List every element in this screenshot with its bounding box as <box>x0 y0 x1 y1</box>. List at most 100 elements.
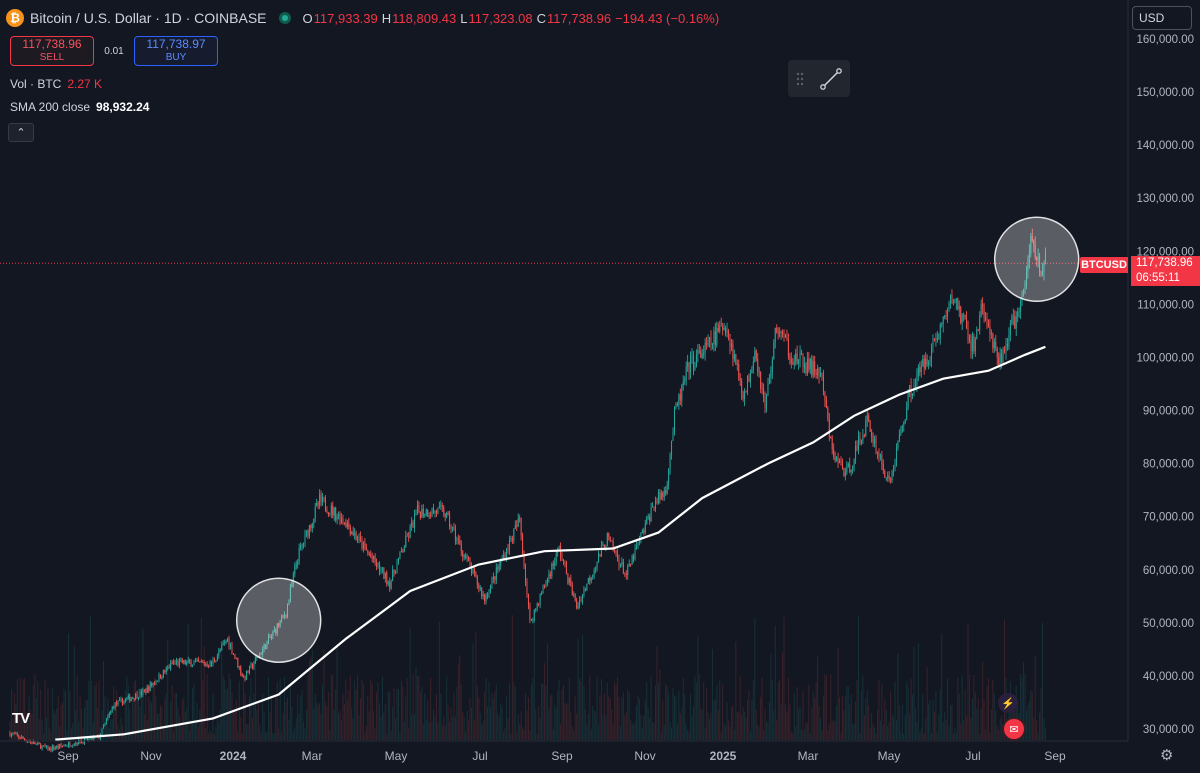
candle-body <box>332 505 334 516</box>
drag-handle-icon[interactable] <box>795 70 805 88</box>
candle-body <box>155 681 157 684</box>
candle-body <box>907 392 909 407</box>
volume-bar <box>656 646 658 740</box>
candle-body <box>760 371 762 389</box>
volume-bar <box>786 711 788 740</box>
volume-legend[interactable]: Vol · BTC 2.27 K <box>10 77 102 91</box>
highlight-circles <box>235 216 1080 663</box>
ai-spark-icon[interactable]: ⚡ <box>998 693 1018 713</box>
candle-body <box>925 359 927 369</box>
candle-body <box>961 314 963 324</box>
candle-body <box>227 637 229 642</box>
candle-body <box>514 525 516 529</box>
volume-bar <box>422 724 424 740</box>
candle-body <box>164 670 166 672</box>
candle-body <box>869 421 871 432</box>
time-axis[interactable]: Sep Nov 2024 Mar May Jul Sep Nov 2025 Mar May Jul Se… <box>57 749 1066 763</box>
candle-body <box>132 697 134 699</box>
candle-body <box>725 328 727 333</box>
candle-body <box>919 367 921 372</box>
volume-bar <box>487 707 489 740</box>
volume-bar <box>852 724 854 740</box>
volume-bar <box>241 733 243 740</box>
candle-body <box>395 572 397 574</box>
candle-body <box>652 506 654 508</box>
candle-body <box>688 362 690 373</box>
candle-body <box>273 629 275 632</box>
trend-line-tool-icon[interactable] <box>819 67 843 91</box>
symbol-title[interactable]: Bitcoin / U.S. Dollar · 1D · COINBASE <box>30 10 267 26</box>
settings-gear-icon[interactable]: ⚙ <box>1160 747 1174 764</box>
candle-body <box>736 364 738 365</box>
sell-button[interactable]: 117,738.96 SELL <box>10 36 94 66</box>
candle-body <box>300 546 302 548</box>
volume-bar <box>286 697 288 740</box>
volume-bar <box>279 678 281 740</box>
volume-bar <box>504 727 506 740</box>
volume-bar <box>79 695 81 740</box>
candle-body <box>982 304 984 307</box>
volume-bar <box>47 687 49 740</box>
volume-bar <box>907 687 909 740</box>
candle-body <box>1030 236 1032 254</box>
drawing-toolbar[interactable] <box>788 60 850 97</box>
volume-bar <box>555 708 557 740</box>
sma-legend[interactable]: SMA 200 close 98,932.24 <box>10 100 149 114</box>
volume-bar <box>773 710 775 740</box>
collapse-chevron-icon[interactable]: ⌃ <box>8 123 34 142</box>
tradingview-logo-icon[interactable]: TV <box>12 710 30 727</box>
candle-body <box>716 327 718 345</box>
candle-body <box>430 515 432 517</box>
candle-body <box>660 492 662 500</box>
candle-body <box>592 574 594 578</box>
volume-bar <box>405 696 407 740</box>
candle-body <box>657 492 659 504</box>
currency-selector[interactable]: USD <box>1132 6 1192 30</box>
volume-bar <box>933 711 935 740</box>
market-open-icon[interactable] <box>278 12 291 24</box>
candle-body <box>88 738 90 741</box>
volume-bar <box>755 709 757 740</box>
volume-bar <box>875 733 877 740</box>
candle-body <box>22 736 24 739</box>
volume-bar <box>685 723 687 740</box>
flag-us-icon[interactable]: ✉ <box>1002 717 1026 741</box>
volume-bar <box>602 714 604 740</box>
volume-bar <box>514 686 516 740</box>
candle-body <box>28 741 30 743</box>
candle-body <box>1033 240 1035 245</box>
volume-bar <box>688 731 690 740</box>
candle-body <box>460 543 462 552</box>
volume-bar <box>614 682 616 740</box>
candle-body <box>763 388 765 397</box>
buy-button[interactable]: 117,738.97 BUY <box>134 36 218 66</box>
candle-body <box>511 537 513 541</box>
volume-bar <box>1004 619 1006 740</box>
high-value: 118,809.43 <box>392 10 457 26</box>
candle-body <box>361 539 363 549</box>
candle-body <box>720 325 722 327</box>
candle-body <box>777 332 779 333</box>
candle-body <box>433 508 435 513</box>
volume-bar <box>628 692 630 740</box>
candle-body <box>583 588 585 595</box>
y-tick-label: 70,000.00 <box>1143 512 1194 524</box>
volume-bar <box>558 679 560 740</box>
volume-bar <box>780 704 782 740</box>
price-axis[interactable]: 160,000.00 150,000.00 140,000.00 130,000.00… <box>1136 34 1194 736</box>
candle-body <box>284 615 286 617</box>
candle-body <box>906 406 908 420</box>
candle-body <box>964 314 966 320</box>
candle-body <box>56 745 58 748</box>
candle-body <box>171 662 173 664</box>
volume-bar <box>694 676 696 740</box>
volume-bar <box>276 681 278 740</box>
volume-bar <box>15 703 17 740</box>
volume-bar <box>301 690 303 740</box>
candle-body <box>839 460 841 464</box>
candle-body <box>939 324 941 338</box>
volume-bar <box>690 693 692 740</box>
candle-body <box>980 304 982 317</box>
candle-body <box>494 576 496 580</box>
